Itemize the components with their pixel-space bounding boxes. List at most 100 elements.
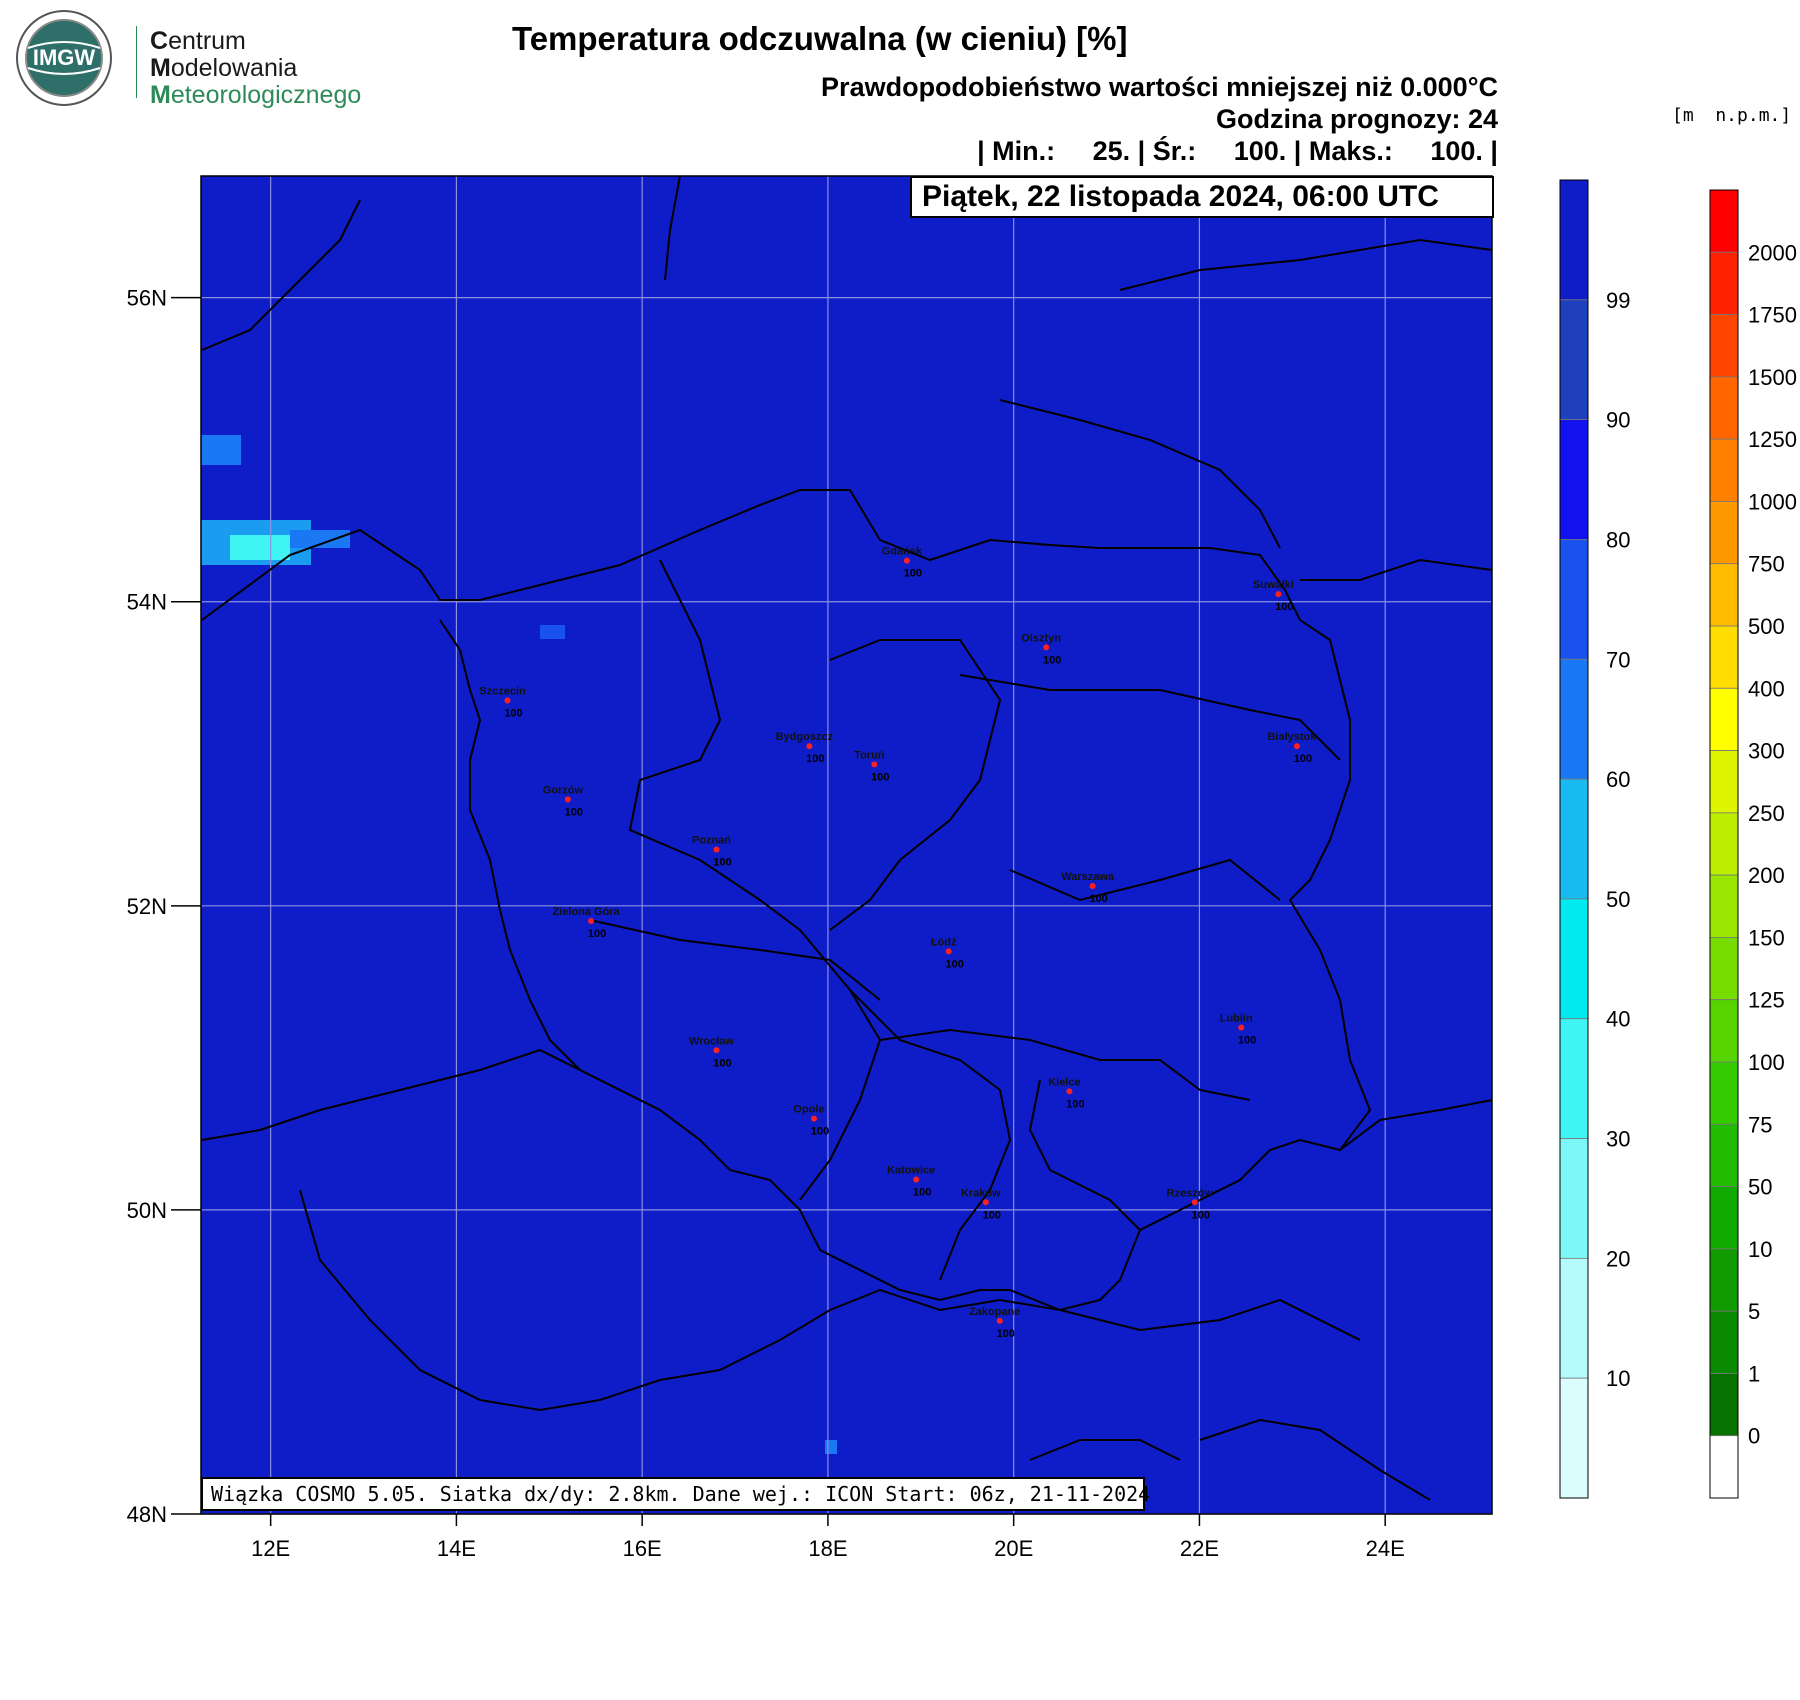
city-dot — [871, 761, 878, 768]
city-value: 100 — [1089, 893, 1107, 905]
height-color-swatch — [1709, 251, 1739, 315]
city-dot — [1066, 1088, 1073, 1095]
height-colorbar-label: 125 — [1748, 988, 1785, 1013]
height-color-swatch — [1709, 563, 1739, 627]
lon-tick-label: 12E — [251, 1536, 290, 1561]
city-value: 100 — [871, 771, 889, 783]
city-value: 100 — [504, 708, 522, 720]
city-name: Rzeszów — [1167, 1187, 1214, 1199]
prob-color-swatch — [1559, 658, 1589, 780]
height-color-swatch — [1709, 501, 1739, 565]
lat-tick-label: 50N — [127, 1198, 167, 1223]
lon-tick-label: 16E — [623, 1536, 662, 1561]
height-color-swatch — [1709, 874, 1739, 938]
prob-color-swatch — [1559, 539, 1589, 660]
prob-color-swatch — [1559, 299, 1589, 421]
height-colorbar-label: 0 — [1748, 1424, 1760, 1449]
city-value: 100 — [588, 928, 606, 940]
prob-color-swatch — [1559, 419, 1589, 540]
city-marker: Lublin 100 — [1220, 1012, 1257, 1046]
height-colorbar-label: 1000 — [1748, 489, 1797, 514]
city-dot — [982, 1199, 989, 1206]
city-marker: Bydgoszcz 100 — [776, 731, 834, 765]
city-marker: Zielona Góra 100 — [552, 906, 620, 940]
logo-divider — [136, 26, 137, 98]
height-color-swatch — [1709, 1310, 1739, 1374]
height-color-swatch — [1709, 687, 1739, 751]
city-name: Katowice — [887, 1165, 935, 1177]
axis-ticks: 12E 14E 16E 18E 20E 22E 24E 56N 54N 52N 50N 48N — [127, 286, 1405, 1561]
prob-colorbar-label: 70 — [1606, 647, 1630, 672]
city-name: Kielce — [1048, 1076, 1080, 1088]
height-color-swatch — [1709, 937, 1739, 1001]
height-colorbar-label: 2000 — [1748, 240, 1797, 265]
city-value: 100 — [1294, 753, 1312, 765]
city-dot — [903, 557, 910, 564]
city-dot — [1043, 644, 1050, 651]
valid-time-box: Piątek, 22 listopada 2024, 06:00 UTC — [910, 176, 1494, 218]
city-dot — [945, 948, 952, 955]
city-name: Kraków — [961, 1187, 1001, 1199]
city-marker: Katowice 100 — [887, 1165, 935, 1199]
forecast-hour-line: Godzina prognozy: 24 — [1215, 104, 1498, 134]
stats-line: | Min.: 25. | Śr.: 100. | Maks.: 100. | — [977, 136, 1498, 166]
city-dot — [996, 1317, 1003, 1324]
city-marker: Białystok 100 — [1267, 731, 1317, 765]
lon-tick-label: 14E — [437, 1536, 476, 1561]
city-marker: Suwałki 100 — [1253, 579, 1294, 613]
height-colorbar-label: 5 — [1748, 1299, 1760, 1324]
height-colorbar-label: 50 — [1748, 1175, 1772, 1200]
city-value: 100 — [1238, 1034, 1256, 1046]
height-color-swatch — [1709, 1435, 1739, 1499]
map-frame — [200, 175, 1493, 1515]
city-marker: Kielce 100 — [1048, 1076, 1084, 1110]
prob-color-swatch — [1559, 1377, 1589, 1499]
city-name: Zakopane — [969, 1306, 1020, 1318]
imgw-badge-text: IMGW — [33, 45, 96, 70]
height-color-swatch — [1709, 1186, 1739, 1250]
cyan-patches — [201, 435, 837, 1454]
city-marker: Szczecin 100 — [479, 686, 526, 720]
city-dot — [810, 1115, 817, 1122]
height-color-swatch — [1709, 999, 1739, 1063]
city-name: Olsztyn — [1021, 632, 1061, 644]
prob-color-swatch — [1559, 1018, 1589, 1139]
height-colorbar-label: 100 — [1748, 1050, 1785, 1075]
city-name: Bydgoszcz — [776, 731, 834, 743]
city-value: 100 — [806, 753, 824, 765]
city-dot — [564, 796, 571, 803]
city-value: 100 — [811, 1126, 829, 1138]
city-dot — [1089, 883, 1096, 890]
city-dot — [504, 697, 511, 704]
city-marker: Rzeszów 100 — [1167, 1187, 1214, 1221]
prob-color-swatch — [1559, 179, 1589, 301]
city-value: 100 — [1192, 1209, 1210, 1221]
city-value: 100 — [713, 1057, 731, 1069]
forecast-map: 12E 14E 16E 18E 20E 22E 24E 56N 54N 52N 50N 48N Gda… — [127, 175, 1493, 1561]
city-value: 100 — [997, 1328, 1015, 1340]
prob-colorbar-label: 50 — [1606, 887, 1630, 912]
height-colorbar-label: 10 — [1748, 1237, 1772, 1262]
city-marker: Opole 100 — [793, 1104, 829, 1138]
city-value: 100 — [1043, 654, 1061, 666]
height-colorbar-label: 1500 — [1748, 365, 1797, 390]
city-value: 100 — [1066, 1098, 1084, 1110]
city-name: Zielona Góra — [552, 906, 620, 918]
height-colorbar-label: 200 — [1748, 863, 1785, 888]
prob-colorbar-frame — [1559, 179, 1589, 1499]
height-color-swatch — [1709, 1061, 1739, 1125]
city-dot — [588, 918, 595, 925]
height-color-swatch — [1709, 750, 1739, 814]
height-colorbar-label: 250 — [1748, 801, 1785, 826]
city-marker: Gorzów 100 — [543, 784, 584, 818]
city-dot — [713, 846, 720, 853]
city-marker: Gdańsk 100 — [882, 546, 923, 580]
city-value: 100 — [945, 958, 963, 970]
logo-line-2: Modelowania — [150, 54, 298, 82]
height-colorbar-label: 1 — [1748, 1361, 1760, 1386]
height-color-swatch — [1709, 1123, 1739, 1187]
city-dot — [913, 1176, 920, 1183]
city-name: Toruń — [854, 749, 885, 761]
prob-color-swatch — [1559, 1257, 1589, 1379]
height-color-swatch — [1709, 812, 1739, 876]
